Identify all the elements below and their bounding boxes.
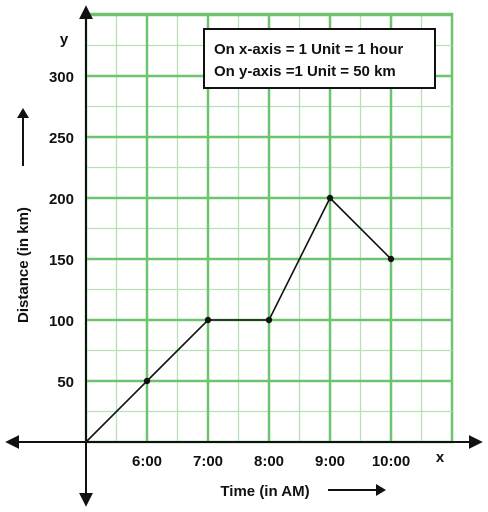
y-axis-label: Distance (in km): [15, 207, 32, 323]
legend-line: On y-axis =1 Unit = 50 km: [214, 63, 396, 80]
y-tick-label: 100: [49, 313, 74, 330]
y-tick-label: 150: [49, 252, 74, 269]
legend-line: On x-axis = 1 Unit = 1 hour: [214, 41, 403, 58]
y-tick-label: 50: [57, 374, 74, 391]
legend-box: On x-axis = 1 Unit = 1 hour On y-axis =1 …: [203, 28, 436, 89]
x-tick-label: 10:00: [372, 453, 410, 470]
x-label-arrowhead: [376, 484, 386, 496]
legend-border: [203, 28, 436, 89]
y-tick-label: 250: [49, 130, 74, 147]
x-tick-label: 6:00: [132, 453, 162, 470]
data-point: [326, 194, 334, 202]
x-tick-label: 7:00: [193, 453, 223, 470]
x-tick-label: 9:00: [315, 453, 345, 470]
data-point: [143, 377, 151, 385]
data-point: [387, 255, 395, 263]
x-tick-label: 8:00: [254, 453, 284, 470]
axis-labels: y x Time (in AM) Distance (in km): [15, 31, 445, 500]
y-tick-label: 200: [49, 191, 74, 208]
tick-labels: 50 100 150 200 250 300 6:00 7:00 8:00 9:00 10:00: [49, 69, 410, 470]
series-line: [85, 194, 395, 443]
y-label-arrowhead: [17, 108, 29, 118]
data-point: [265, 316, 273, 324]
distance-line: [85, 196, 392, 443]
x-axis-label: Time (in AM): [220, 483, 309, 500]
data-point: [204, 316, 212, 324]
x-axis-symbol: x: [436, 449, 445, 466]
y-tick-label: 300: [49, 69, 74, 86]
y-axis-symbol: y: [60, 31, 69, 48]
